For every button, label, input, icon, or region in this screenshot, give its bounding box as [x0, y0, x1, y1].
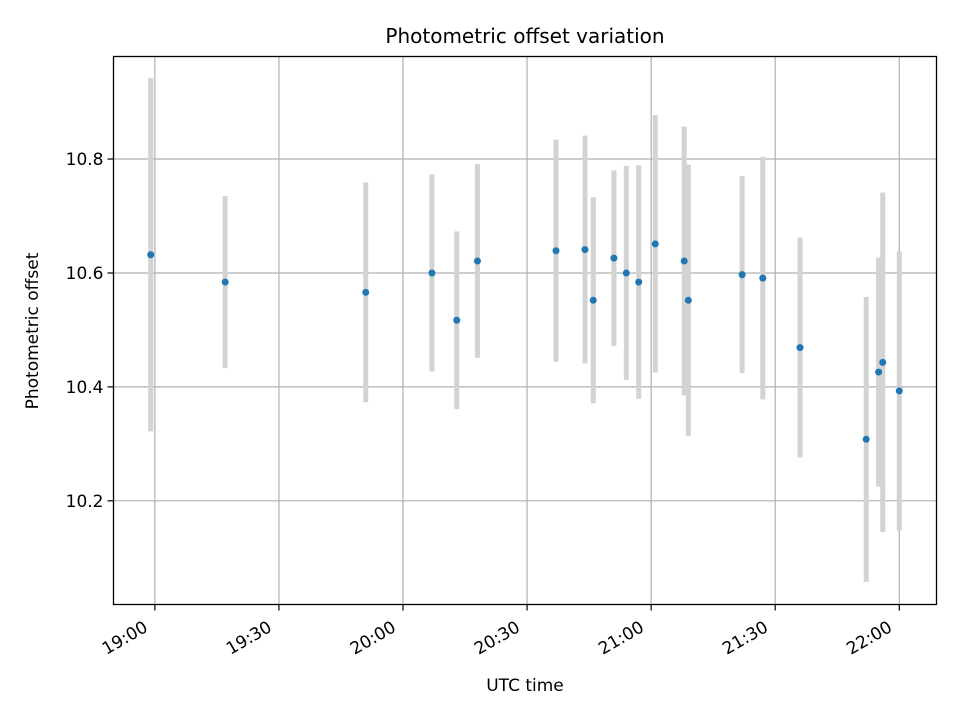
chart-title: Photometric offset variation — [385, 24, 664, 48]
y-tick-label: 10.8 — [66, 150, 104, 170]
data-point — [759, 274, 767, 282]
data-point — [622, 269, 630, 277]
data-point — [875, 368, 883, 376]
data-point — [651, 240, 659, 248]
data-point — [796, 344, 804, 352]
data-point — [473, 257, 481, 265]
y-tick-label: 10.6 — [66, 264, 104, 284]
y-axis-label: Photometric offset — [23, 252, 43, 409]
data-point — [684, 296, 692, 304]
data-point — [581, 246, 589, 254]
data-point — [610, 254, 618, 262]
data-point — [680, 257, 688, 265]
data-point — [453, 316, 461, 324]
data-point — [589, 296, 597, 304]
data-point — [738, 271, 746, 279]
data-point — [862, 435, 870, 443]
data-point — [362, 288, 370, 296]
y-tick-label: 10.2 — [66, 492, 104, 512]
data-point — [635, 278, 643, 286]
y-axis-ticks: 10.2 10.4 10.6 10.8 — [66, 150, 114, 512]
x-axis-label: UTC time — [486, 676, 564, 696]
data-point — [221, 278, 229, 286]
data-points — [147, 240, 903, 443]
data-point — [895, 387, 903, 395]
y-tick-label: 10.4 — [66, 378, 104, 398]
data-point — [879, 358, 887, 366]
plot-frame — [112, 55, 938, 606]
data-point — [147, 251, 155, 259]
data-point — [552, 247, 560, 255]
data-point — [428, 269, 436, 277]
